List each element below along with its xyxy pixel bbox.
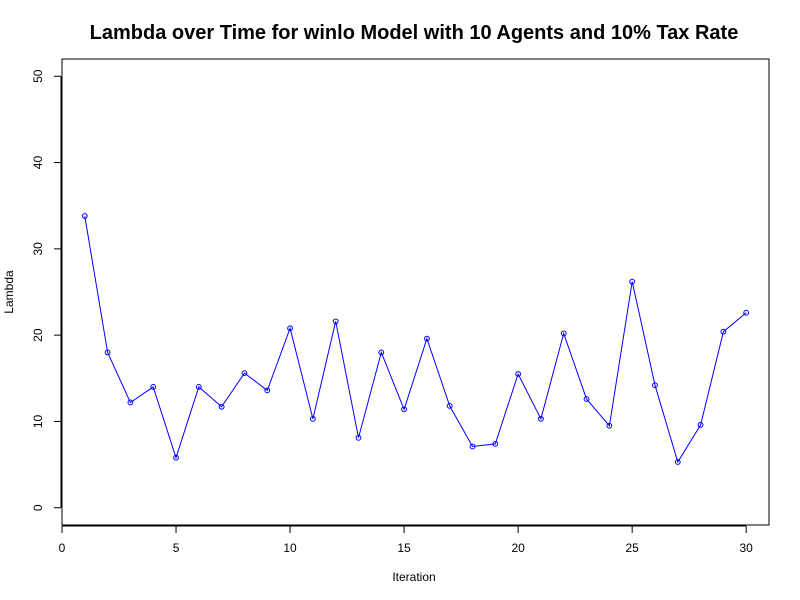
data-point: [697, 421, 704, 428]
x-axis: 0 5 10 15 20 25 30: [59, 525, 754, 555]
chart-title: Lambda over Time for winlo Model with 10…: [90, 22, 739, 44]
data-point: [583, 396, 590, 402]
data-point: [629, 278, 636, 285]
x-tick-label: 15: [397, 541, 411, 555]
data-point: [606, 422, 613, 429]
data-point: [674, 459, 681, 465]
x-tick-label: 25: [625, 541, 639, 555]
data-point: [401, 406, 407, 413]
data-point: [424, 335, 430, 342]
data-point: [515, 371, 522, 377]
data-point: [332, 318, 339, 325]
y-tick-label: 50: [31, 69, 45, 83]
y-tick-label: 40: [31, 156, 45, 170]
series-points: [81, 213, 750, 465]
data-point: [492, 440, 499, 447]
x-tick-label: 20: [511, 541, 525, 555]
y-tick-label: 30: [31, 242, 45, 256]
data-point: [538, 415, 544, 422]
y-tick-label: 10: [31, 414, 45, 428]
y-axis: 0 10 20 30 40 50: [31, 69, 62, 511]
x-tick-label: 0: [59, 541, 66, 555]
data-point: [720, 328, 727, 335]
data-point: [469, 443, 476, 450]
data-point: [743, 309, 750, 316]
x-tick-label: 30: [740, 541, 754, 555]
data-point: [195, 384, 202, 390]
data-point: [309, 415, 316, 422]
data-point: [241, 370, 248, 377]
x-axis-label: Iteration: [392, 570, 435, 584]
data-point: [287, 325, 293, 332]
y-tick-label: 0: [31, 504, 45, 511]
series-line: [84, 216, 747, 464]
data-point: [173, 454, 179, 461]
data-point: [446, 403, 453, 409]
data-point: [218, 403, 225, 410]
plot-frame: [61, 58, 770, 526]
data-point: [127, 399, 134, 406]
data-point: [560, 330, 567, 337]
data-point: [264, 387, 271, 394]
x-tick-label: 5: [173, 541, 180, 555]
y-tick-label: 20: [31, 328, 45, 342]
y-axis-label: Lambda: [2, 270, 16, 314]
data-point: [150, 384, 157, 390]
data-point: [104, 349, 111, 356]
data-point: [355, 434, 362, 441]
data-point: [652, 382, 658, 389]
data-point: [81, 213, 88, 219]
data-point: [378, 349, 385, 356]
x-tick-label: 10: [283, 541, 297, 555]
